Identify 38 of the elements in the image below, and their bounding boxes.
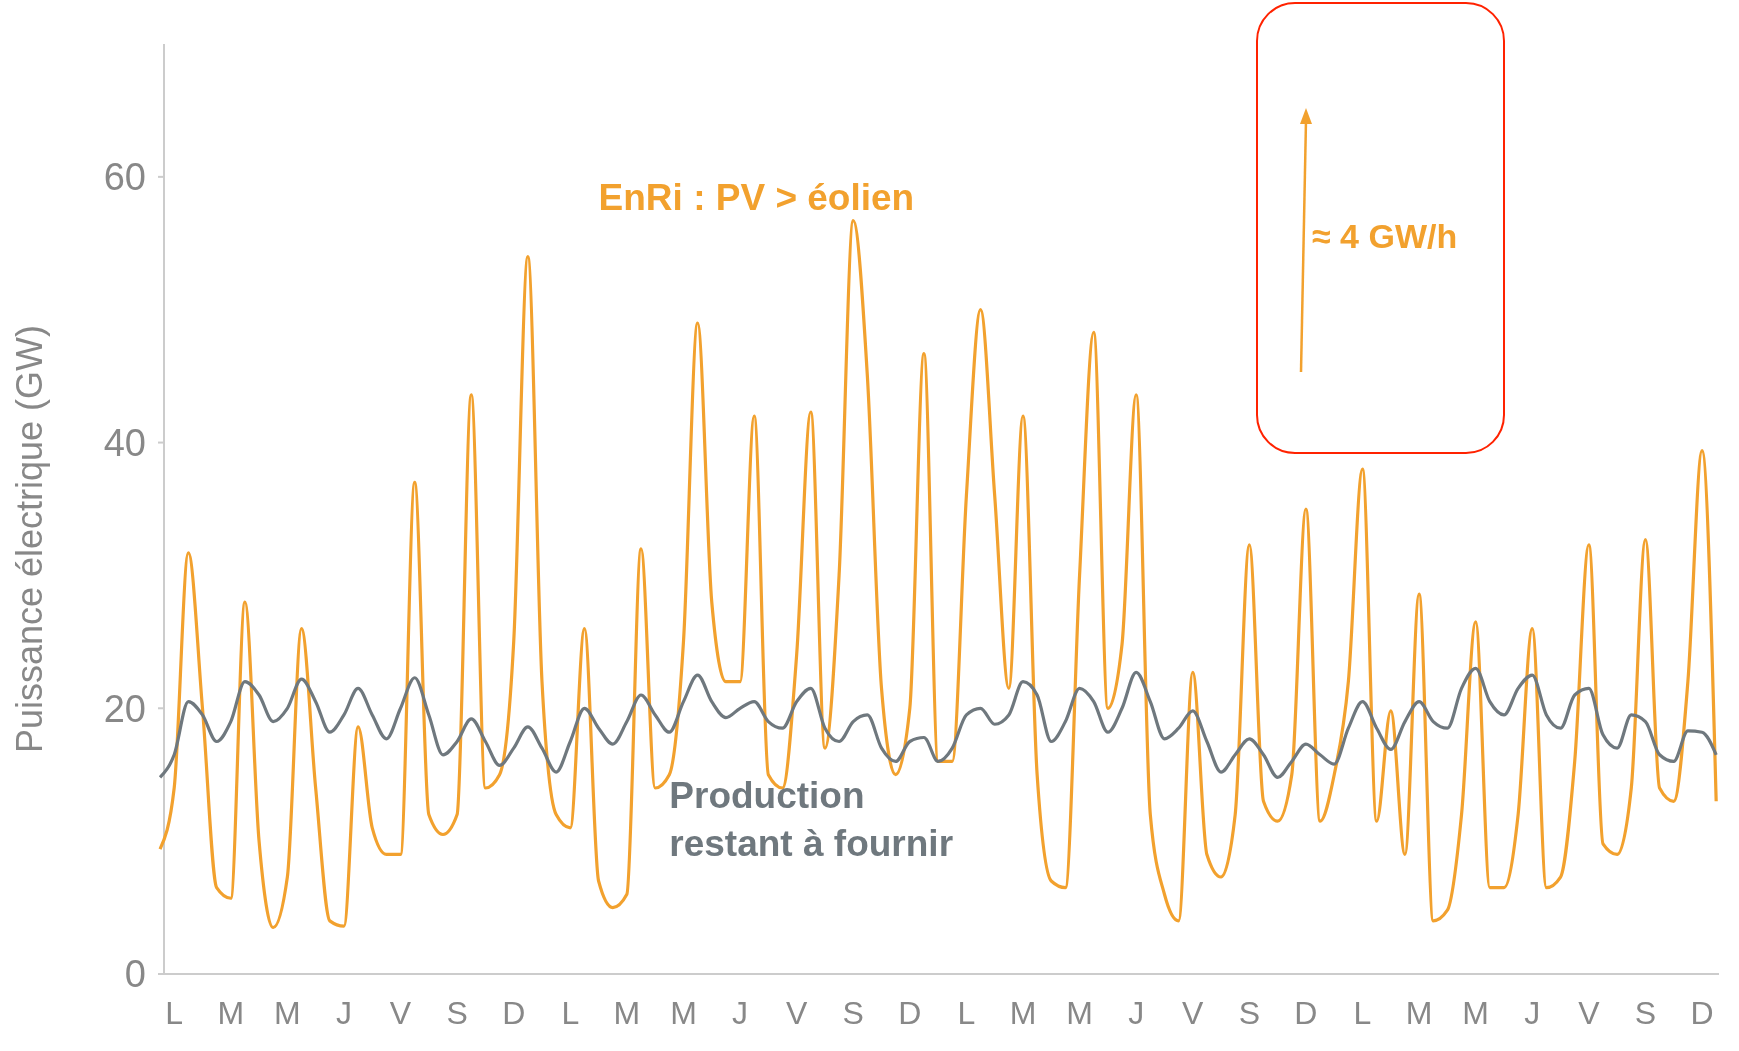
series-label: Production restant à fournir [669,774,954,864]
x-tick-label: M [1462,995,1490,1031]
x-tick-label: M [613,995,641,1031]
x-tick-label: S [1634,995,1657,1031]
y-tick-label: 20 [103,687,146,730]
x-tick-label: S [446,995,468,1031]
x-tick-label: S [842,995,864,1031]
x-tick-label: J [335,995,352,1031]
x-tick-label: J [1524,995,1541,1031]
x-tick-label: L [165,995,184,1031]
x-tick-label: M [1009,995,1037,1031]
x-tick-label: S [1238,995,1260,1031]
line-series [158,666,1718,779]
y-tick-label: 60 [103,156,146,199]
x-tick-label: V [785,995,808,1031]
x-tick-label: D [502,995,526,1031]
x-tick-label: M [1066,995,1093,1031]
x-tick-label: D [1690,995,1714,1031]
x-tick-label: M [217,995,245,1031]
x-tick-label: M [274,995,301,1031]
x-tick-label: M [670,995,697,1031]
x-tick-label: M [1405,995,1433,1031]
x-tick-label: D [1294,995,1318,1031]
y-tick-label: 40 [103,421,146,464]
x-tick-label: L [1353,995,1372,1031]
x-tick-label: L [957,995,976,1031]
annotation: ≈ 4 GW/h [1312,217,1458,255]
x-tick-label: V [1182,995,1205,1031]
x-tick-label: V [389,995,412,1031]
x-tick-label: D [898,995,922,1031]
y-tick-label: 0 [124,953,146,996]
x-tick-label: V [1578,995,1601,1031]
series-label: EnRi : PV > éolien [598,177,915,219]
x-tick-label: J [1128,995,1145,1031]
x-tick-label: L [561,995,580,1031]
y-axis-title: Puissance électrique (GW) [9,324,50,754]
x-tick-label: J [732,995,749,1031]
line-series [158,219,1718,930]
